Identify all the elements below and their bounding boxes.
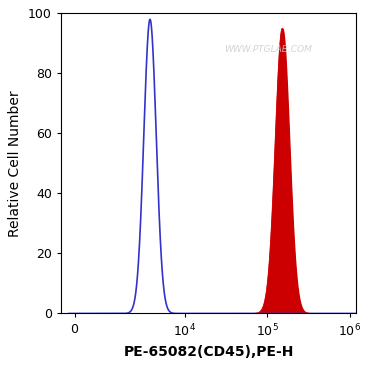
Y-axis label: Relative Cell Number: Relative Cell Number [9, 90, 22, 237]
X-axis label: PE-65082(CD45),PE-H: PE-65082(CD45),PE-H [124, 345, 294, 359]
Text: WWW.PTGLAB.COM: WWW.PTGLAB.COM [224, 45, 312, 54]
